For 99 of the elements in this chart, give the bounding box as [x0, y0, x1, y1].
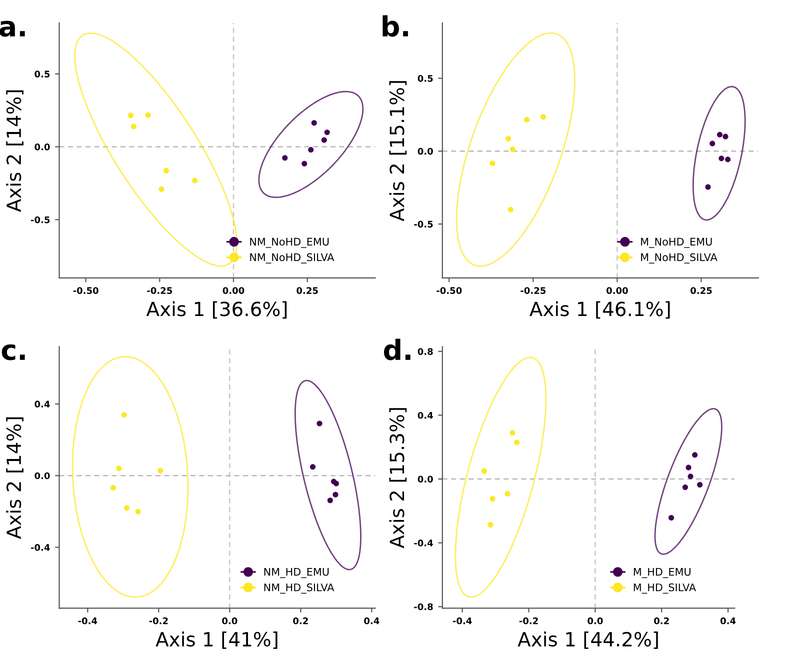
x-tick-label: -0.25 [520, 287, 546, 294]
y-tick-label: 0.5 [418, 75, 433, 82]
point [692, 452, 698, 458]
x-tick-label: 0.2 [293, 617, 308, 624]
point [490, 496, 496, 502]
x-tick-label: -0.2 [519, 617, 538, 624]
x-axis-title: Axis 1 [36.6%] [146, 301, 287, 319]
point [145, 112, 151, 118]
legend-label: NM_HD_EMU [264, 568, 329, 578]
point [130, 124, 136, 130]
chart-title: c. [2, 344, 25, 360]
legend-label: M_NoHD_EMU [641, 238, 712, 248]
point [282, 155, 288, 161]
legend-label: M_NoHD_SILVA [641, 253, 718, 264]
x-axis-title: Axis 1 [41%] [156, 632, 278, 649]
x-tick-label: -0.25 [147, 287, 172, 294]
point [121, 412, 128, 418]
point [510, 146, 516, 152]
point [192, 178, 198, 184]
x-tick-label: -0.50 [436, 287, 462, 294]
point [163, 168, 169, 174]
y-tick-label: -0.5 [414, 220, 433, 228]
point [697, 482, 703, 488]
y-tick-label: 0.0 [34, 144, 50, 150]
y-tick-label: 0.5 [34, 70, 50, 78]
point [158, 468, 164, 474]
point [333, 480, 339, 486]
point [682, 484, 688, 490]
y-tick-label: -0.8 [414, 603, 433, 610]
point [668, 515, 674, 521]
point [302, 160, 308, 166]
point [510, 430, 516, 436]
point [311, 120, 317, 126]
y-tick-label: 0.0 [418, 148, 433, 155]
point [514, 440, 520, 446]
point [481, 468, 488, 474]
x-tick-label: -0.4 [78, 617, 98, 624]
x-tick-label: -0.4 [452, 617, 472, 624]
x-tick-label: 0.4 [720, 617, 736, 624]
y-tick-label: 0.4 [418, 412, 433, 419]
point [124, 505, 130, 511]
y-axis-title: Axis 2 [14%] [6, 417, 24, 539]
point [128, 112, 134, 118]
y-axis-title: Axis 2 [15.3%] [389, 408, 407, 548]
x-axis-title: Axis 1 [44.2%] [518, 632, 658, 649]
point [705, 184, 711, 190]
y-tick-label: -0.5 [30, 216, 50, 224]
y-axis-title: Axis 2 [14%] [6, 90, 24, 212]
point [725, 156, 731, 162]
x-tick-label: 0.00 [222, 287, 244, 294]
y-tick-label: -0.4 [30, 544, 50, 551]
point [488, 522, 494, 528]
point [135, 508, 141, 514]
legend-label: NM_NoHD_EMU [250, 238, 329, 248]
point [116, 466, 122, 472]
point [490, 160, 496, 166]
point [718, 156, 724, 162]
x-axis-title: Axis 1 [46.1%] [530, 301, 670, 319]
point [321, 137, 327, 143]
point [308, 147, 314, 153]
y-tick-label: 0.4 [34, 400, 50, 408]
x-tick-label: 0.00 [606, 287, 628, 294]
point [327, 498, 333, 504]
legend-label: NM_HD_SILVA [264, 583, 334, 594]
y-tick-label: 0.0 [34, 472, 50, 480]
y-tick-label: 0.0 [418, 476, 433, 483]
x-tick-label: 0.2 [654, 617, 669, 624]
point [710, 140, 716, 146]
point [158, 186, 164, 192]
point [716, 132, 723, 138]
point [504, 490, 510, 496]
legend-label: NM_NoHD_SILVA [250, 253, 334, 264]
x-tick-label: -0.50 [73, 287, 98, 294]
y-axis-title: Axis 2 [15.1%] [389, 81, 407, 222]
point [722, 134, 728, 140]
point [324, 130, 330, 136]
x-tick-label: -0.2 [149, 617, 168, 624]
point [686, 464, 692, 470]
legend-label: M_HD_EMU [634, 568, 690, 578]
x-tick-label: 0.25 [296, 287, 318, 294]
x-tick-label: 0.4 [364, 617, 380, 624]
chart-title: b. [382, 15, 408, 37]
point [508, 206, 514, 212]
point [506, 136, 512, 142]
point [310, 464, 316, 470]
point [688, 474, 694, 480]
x-tick-label: 0.25 [690, 287, 712, 294]
chart-title: a. [0, 20, 25, 37]
chart-title: d. [384, 338, 410, 360]
point [332, 492, 338, 498]
point [110, 485, 116, 491]
y-tick-label: -0.4 [414, 540, 433, 546]
y-tick-label: 0.8 [418, 348, 433, 355]
point [316, 420, 322, 426]
x-tick-label: 0.0 [588, 617, 603, 624]
point [540, 114, 546, 120]
x-tick-label: 0.0 [222, 617, 238, 624]
point [524, 116, 530, 122]
legend-label: M_HD_SILVA [634, 583, 696, 594]
